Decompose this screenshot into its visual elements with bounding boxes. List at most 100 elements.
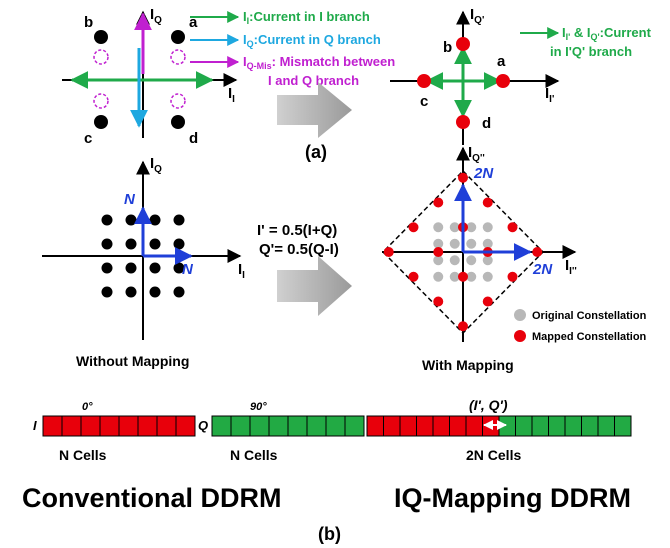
label-b: b <box>443 39 452 56</box>
iq-cell <box>564 415 582 437</box>
mismatch-point <box>170 49 186 65</box>
equation-i-prime: I' = 0.5(I+Q) <box>257 222 337 239</box>
caption-a: (a) <box>305 142 327 162</box>
transform-arrow-b <box>277 256 352 316</box>
original-constellation-point <box>433 222 444 233</box>
mapped-constellation-point <box>408 222 419 233</box>
constellation-point <box>125 286 137 298</box>
mapped-constellation-point <box>458 271 468 282</box>
point-b <box>94 30 108 44</box>
original-constellation-point <box>482 255 493 266</box>
transform-arrow-a <box>277 82 352 138</box>
label-a: a <box>189 14 198 31</box>
original-constellation-point <box>482 271 493 282</box>
panel-a-right-constellation: b a c d IQ' II' II' & IQ':Current in I'Q… <box>390 6 652 145</box>
label-c: c <box>420 93 428 110</box>
constellation-point <box>101 286 113 298</box>
original-constellation-point <box>449 238 460 249</box>
original-constellation-point <box>466 222 477 233</box>
constellation-point <box>149 262 161 274</box>
point-b <box>456 37 470 51</box>
mapped-constellation-point <box>408 271 419 282</box>
constellation-point <box>149 214 161 226</box>
original-constellation-point <box>449 255 460 266</box>
legend-q-text: IQ:Current in Q branch <box>243 32 381 49</box>
point-a <box>496 74 510 88</box>
i-cell <box>42 415 63 437</box>
iq-cell <box>432 415 450 437</box>
iq-cell <box>531 415 549 437</box>
original-constellation-point <box>449 222 460 233</box>
legend-original-dot <box>514 309 526 321</box>
mismatch-point <box>93 49 109 65</box>
mapped-constellation-point <box>507 271 518 282</box>
constellation-point <box>173 286 185 298</box>
caption-without-mapping: Without Mapping <box>76 353 189 369</box>
label-b: b <box>84 14 93 31</box>
mismatch-point <box>93 93 109 109</box>
constellation-point <box>173 214 185 226</box>
constellation-point <box>149 238 161 250</box>
q-cell <box>344 415 365 437</box>
q-cell <box>249 415 270 437</box>
i-angle-label: 0° <box>82 401 93 413</box>
iq-cell <box>449 415 467 437</box>
label-d: d <box>482 115 491 132</box>
original-constellation-point <box>466 255 477 266</box>
panel-a-left-constellation: b a c d IQ II <box>62 6 238 147</box>
iq-label: (I', Q') <box>469 397 508 413</box>
constellation-point <box>101 238 113 250</box>
original-constellation-point <box>433 238 444 249</box>
i-cell <box>137 415 158 437</box>
mapped-constellation-point <box>433 247 444 257</box>
legend-mapped-dot <box>514 330 526 342</box>
n-horizontal-label: N <box>182 261 194 278</box>
mapped-constellation-point <box>458 172 468 183</box>
label-a: a <box>497 53 506 70</box>
iq-cell <box>399 415 417 437</box>
constellation-point <box>125 214 137 226</box>
original-constellation-point <box>466 238 477 249</box>
caption-b: (b) <box>318 524 341 544</box>
q-cell <box>211 415 232 437</box>
i-cell <box>118 415 139 437</box>
iq-cell <box>383 415 401 437</box>
q-cell <box>325 415 346 437</box>
2n-horizontal-label: 2N <box>532 261 553 278</box>
mapped-constellation-point <box>458 321 468 332</box>
title-iq-mapping-ddrm: IQ-Mapping DDRM <box>394 483 631 513</box>
original-constellation-point <box>433 255 444 266</box>
legend-mismatch-text: IQ-Mis: Mismatch between <box>243 54 395 71</box>
label-c: c <box>84 130 92 147</box>
equation-q-prime: Q'= 0.5(Q-I) <box>259 241 339 258</box>
constellation-point <box>101 262 113 274</box>
panel-a-legend: II:Current in I branch IQ:Current in Q b… <box>190 9 395 88</box>
iq-cell <box>416 415 434 437</box>
constellation-point <box>125 262 137 274</box>
original-constellation-point <box>482 238 493 249</box>
iq-cell <box>597 415 615 437</box>
i-cell <box>175 415 196 437</box>
i-cells-caption: N Cells <box>59 447 107 463</box>
caption-with-mapping: With Mapping <box>422 357 514 373</box>
iq-cell <box>515 415 533 437</box>
original-constellation-point <box>433 271 444 282</box>
q-row-label: Q <box>198 418 208 433</box>
n-vertical-label: N <box>124 191 136 208</box>
axis-label-ii-prime: II' <box>545 85 554 105</box>
original-constellation-point <box>482 222 493 233</box>
axis-label-iq: IQ <box>150 6 162 26</box>
constellation-point <box>173 262 185 274</box>
original-constellation-point <box>449 271 460 282</box>
mapped-constellation-point <box>482 197 493 208</box>
point-d <box>456 115 470 129</box>
iq-cell <box>581 415 599 437</box>
mapped-constellation-point <box>482 296 493 307</box>
legend-i-text: II:Current in I branch <box>243 9 370 26</box>
mapped-constellation-point <box>383 247 394 257</box>
panel-b-right-constellation: 2N 2N IQ'' II'' Original Constellation M… <box>381 144 647 373</box>
i-row-label: I <box>33 418 37 433</box>
iq-cell <box>548 415 566 437</box>
legend-mismatch-text-2: I and Q branch <box>268 73 359 88</box>
axis-label-iq-double-prime: IQ'' <box>468 144 485 164</box>
